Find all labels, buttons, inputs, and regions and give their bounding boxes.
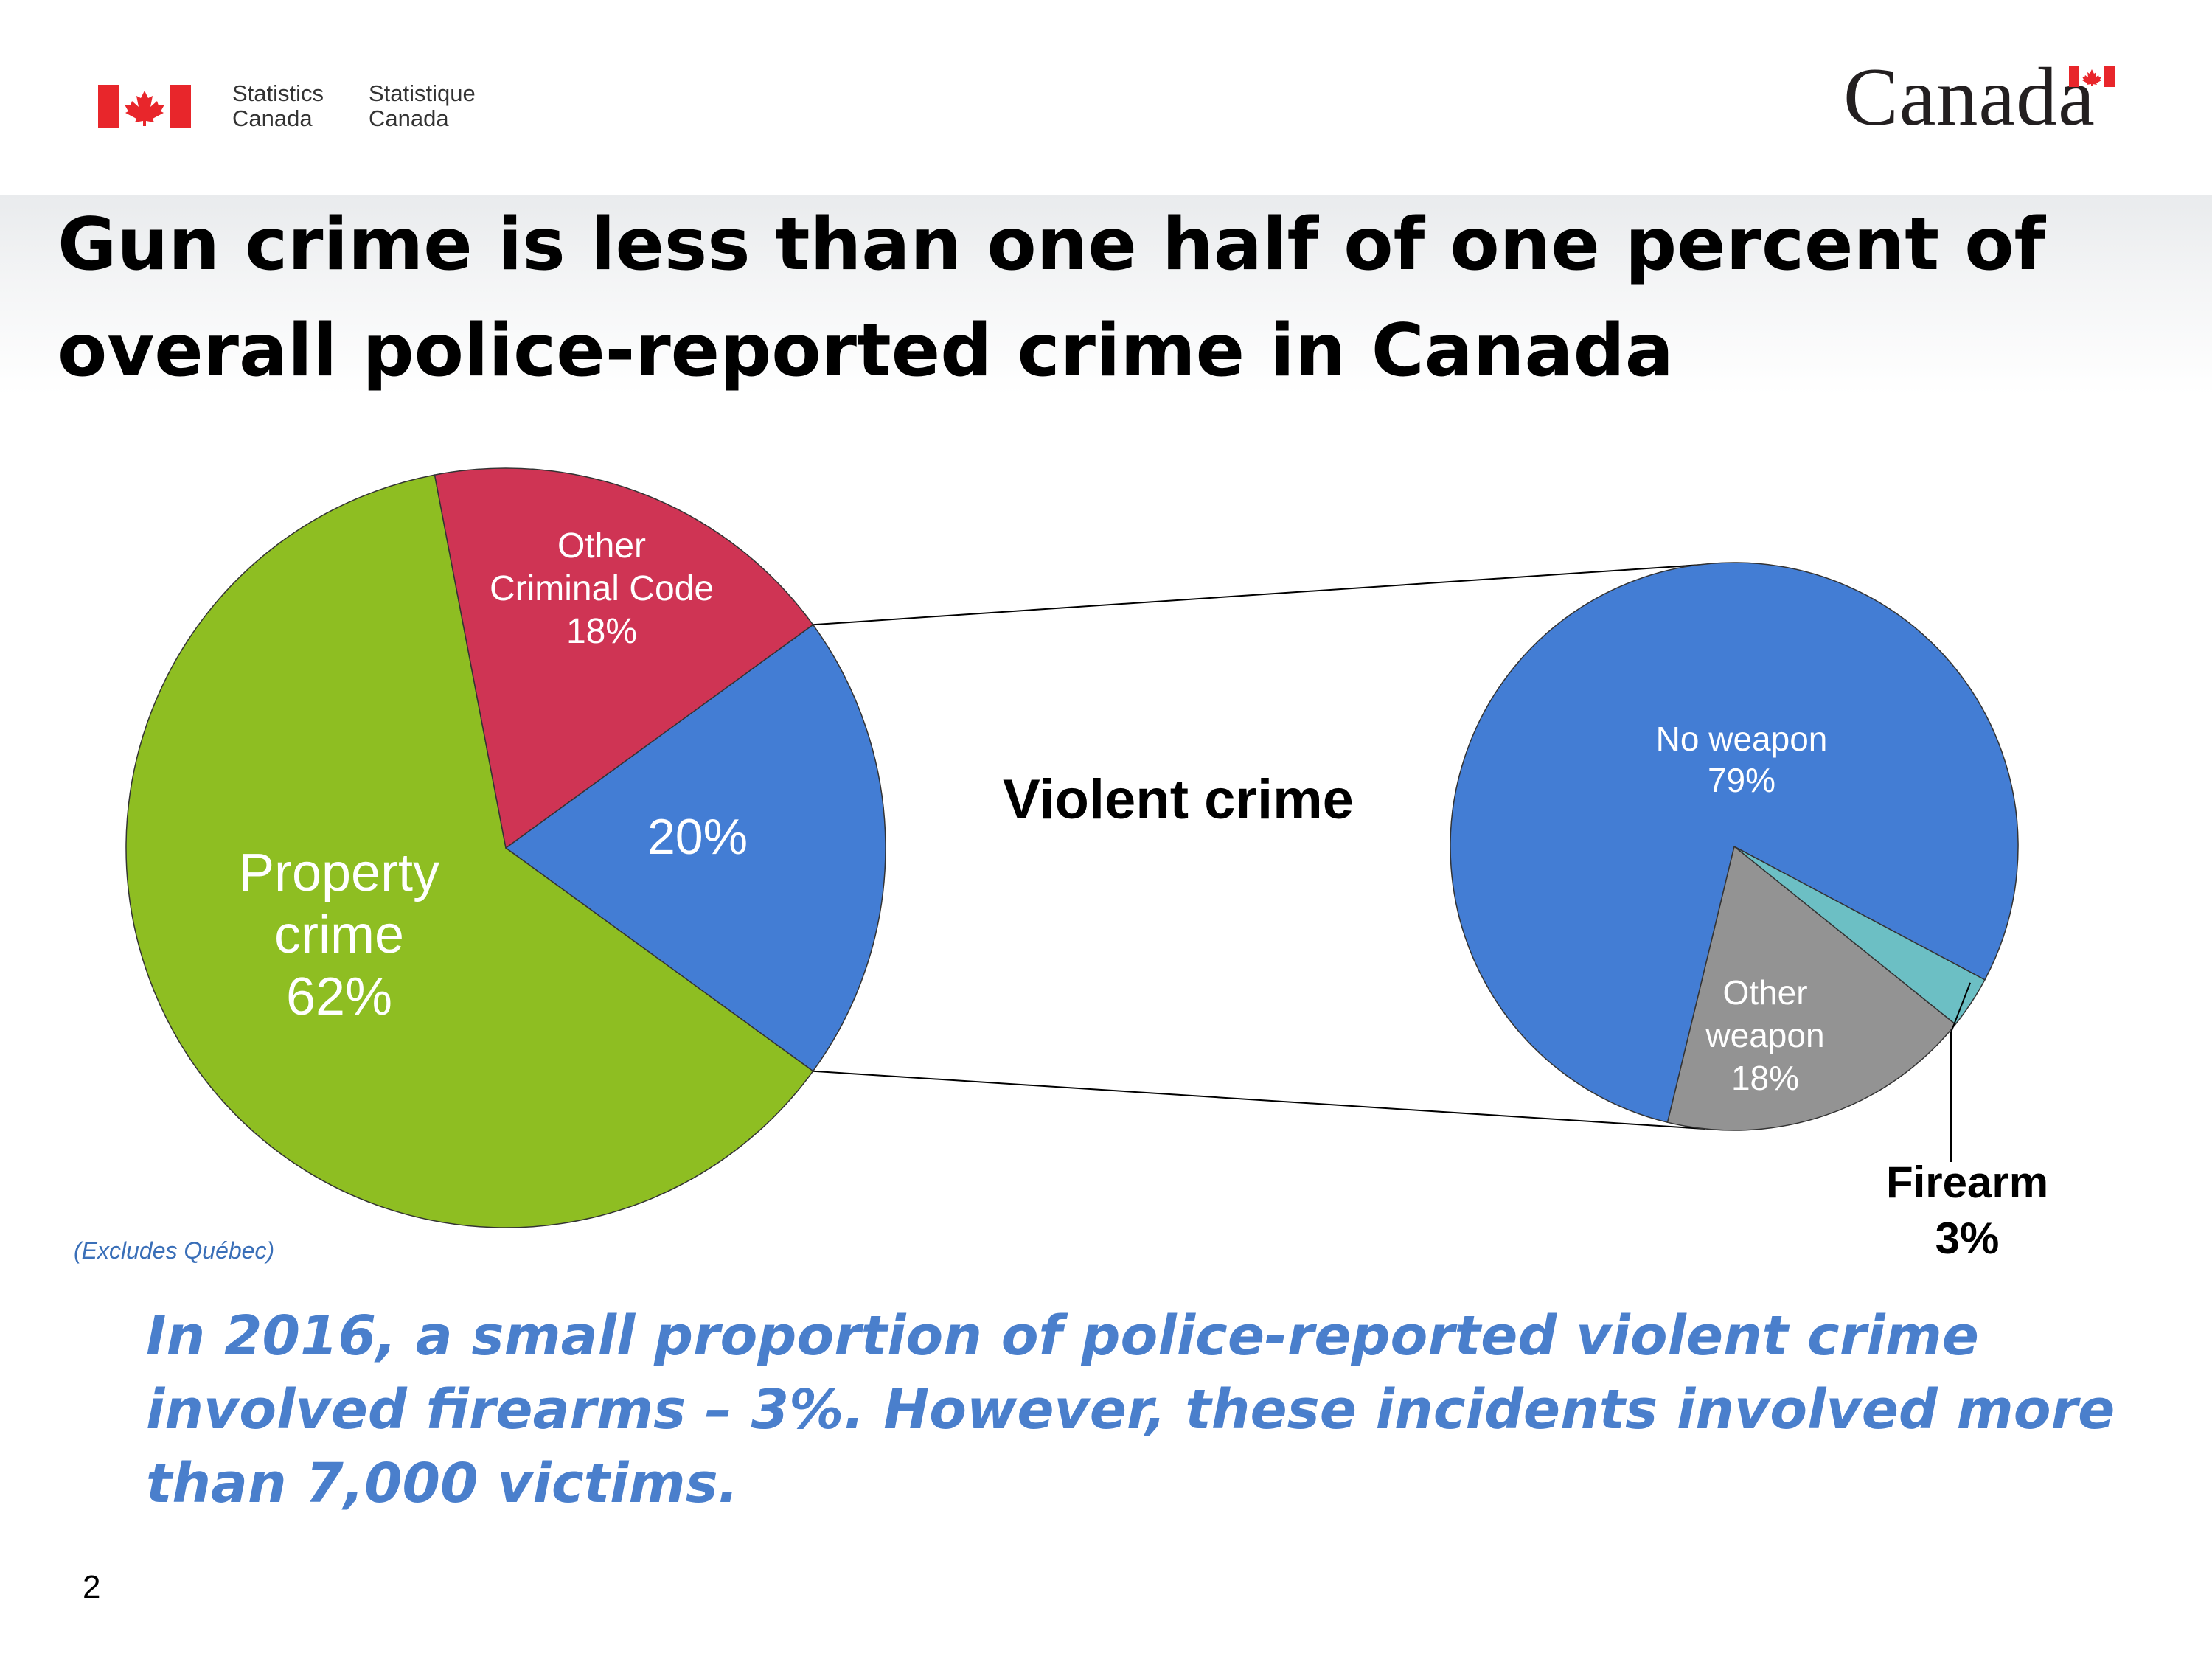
agency-fr-line2: Canada: [369, 105, 449, 131]
firearm-callout-line: [1950, 982, 1972, 1162]
violent-crime-title: Violent crime: [1003, 768, 1354, 831]
header: Statistics Canada Statistique Canada Can…: [0, 0, 2212, 195]
agency-name-english: Statistics Canada: [232, 81, 324, 131]
agency-name-french: Statistique Canada: [369, 81, 476, 131]
agency-en-line2: Canada: [232, 105, 313, 131]
label-other-criminal-code: Other Criminal Code 18%: [490, 526, 714, 651]
violent-crime-pie: [1450, 562, 2019, 1131]
agency-en-line1: Statistics: [232, 80, 324, 106]
agency-fr-line1: Statistique: [369, 80, 476, 106]
canada-flag-icon: [98, 85, 191, 128]
overall-slice-other-criminal-code: [434, 467, 814, 849]
overall-slice-property-crime: [125, 474, 814, 1228]
label-no-weapon: No weapon 79%: [1656, 720, 1828, 799]
violent-slice-other-weapon: [1666, 845, 1957, 1131]
zoom-connector-lines: [813, 563, 1713, 1130]
pie-labels: Property crime 62% Other Criminal Code 18% 20%…: [239, 526, 2048, 1263]
connector-line-top: [813, 563, 1713, 626]
label-firearm: Firearm 3%: [1886, 1158, 2048, 1263]
wordmark-flag-icon: [2069, 66, 2115, 87]
label-other-weapon: Other weapon 18%: [1705, 973, 1824, 1097]
overall-slice-slice-2: [504, 624, 886, 1072]
slide-title: Gun crime is less than one half of one p…: [58, 203, 2046, 393]
summary-text: In 2016, a small proportion of police-re…: [146, 1304, 2115, 1515]
violent-slice-no-weapon: [1450, 562, 2019, 1124]
title-band: [0, 195, 2212, 394]
connector-line-bottom: [813, 1070, 1705, 1130]
label-property-crime: Property crime 62%: [239, 844, 439, 1026]
label-violent-share: 20%: [647, 809, 748, 865]
page-number: 2: [83, 1569, 101, 1605]
overall-crime-pie: [125, 467, 886, 1228]
canada-wordmark: Canada: [1843, 52, 2096, 143]
footnote: (Excludes Québec): [74, 1237, 275, 1264]
